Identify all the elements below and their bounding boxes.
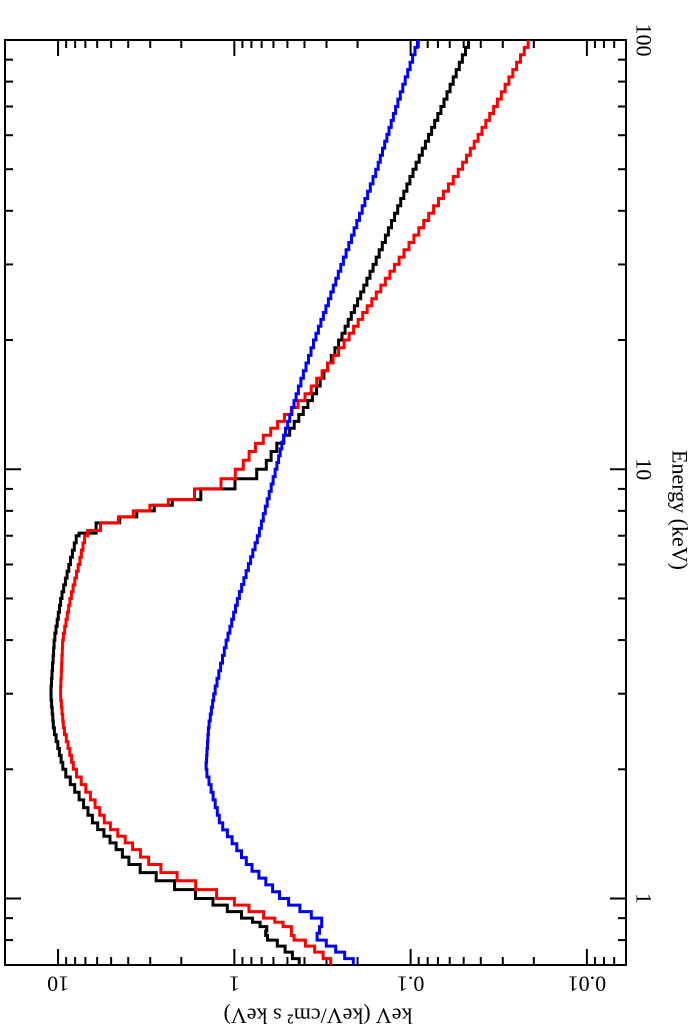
- flux-tick-label: 1: [229, 972, 240, 997]
- energy-tick-label: 10: [632, 458, 657, 480]
- flux-tick-label: 0.1: [397, 972, 425, 997]
- flux-tick-label: 0.01: [568, 972, 607, 997]
- spectrum-series-3: [204, 40, 419, 965]
- tick-labels: 1 10 100 0.01 0.1 1 10: [47, 24, 656, 997]
- axis-ticks: [4, 39, 627, 966]
- energy-tick-label: 100: [632, 24, 657, 57]
- spectrum-series-1: [49, 40, 470, 965]
- series-layer: [49, 40, 530, 965]
- plot-frame: [4, 39, 627, 966]
- energy-tick-label: 1: [632, 893, 657, 904]
- y-axis-title: keV (keV/cm² s keV): [224, 1004, 413, 1029]
- flux-tick-label: 10: [47, 972, 69, 997]
- x-axis-title: Energy (keV): [668, 450, 693, 570]
- spectrum-series-2: [59, 40, 530, 965]
